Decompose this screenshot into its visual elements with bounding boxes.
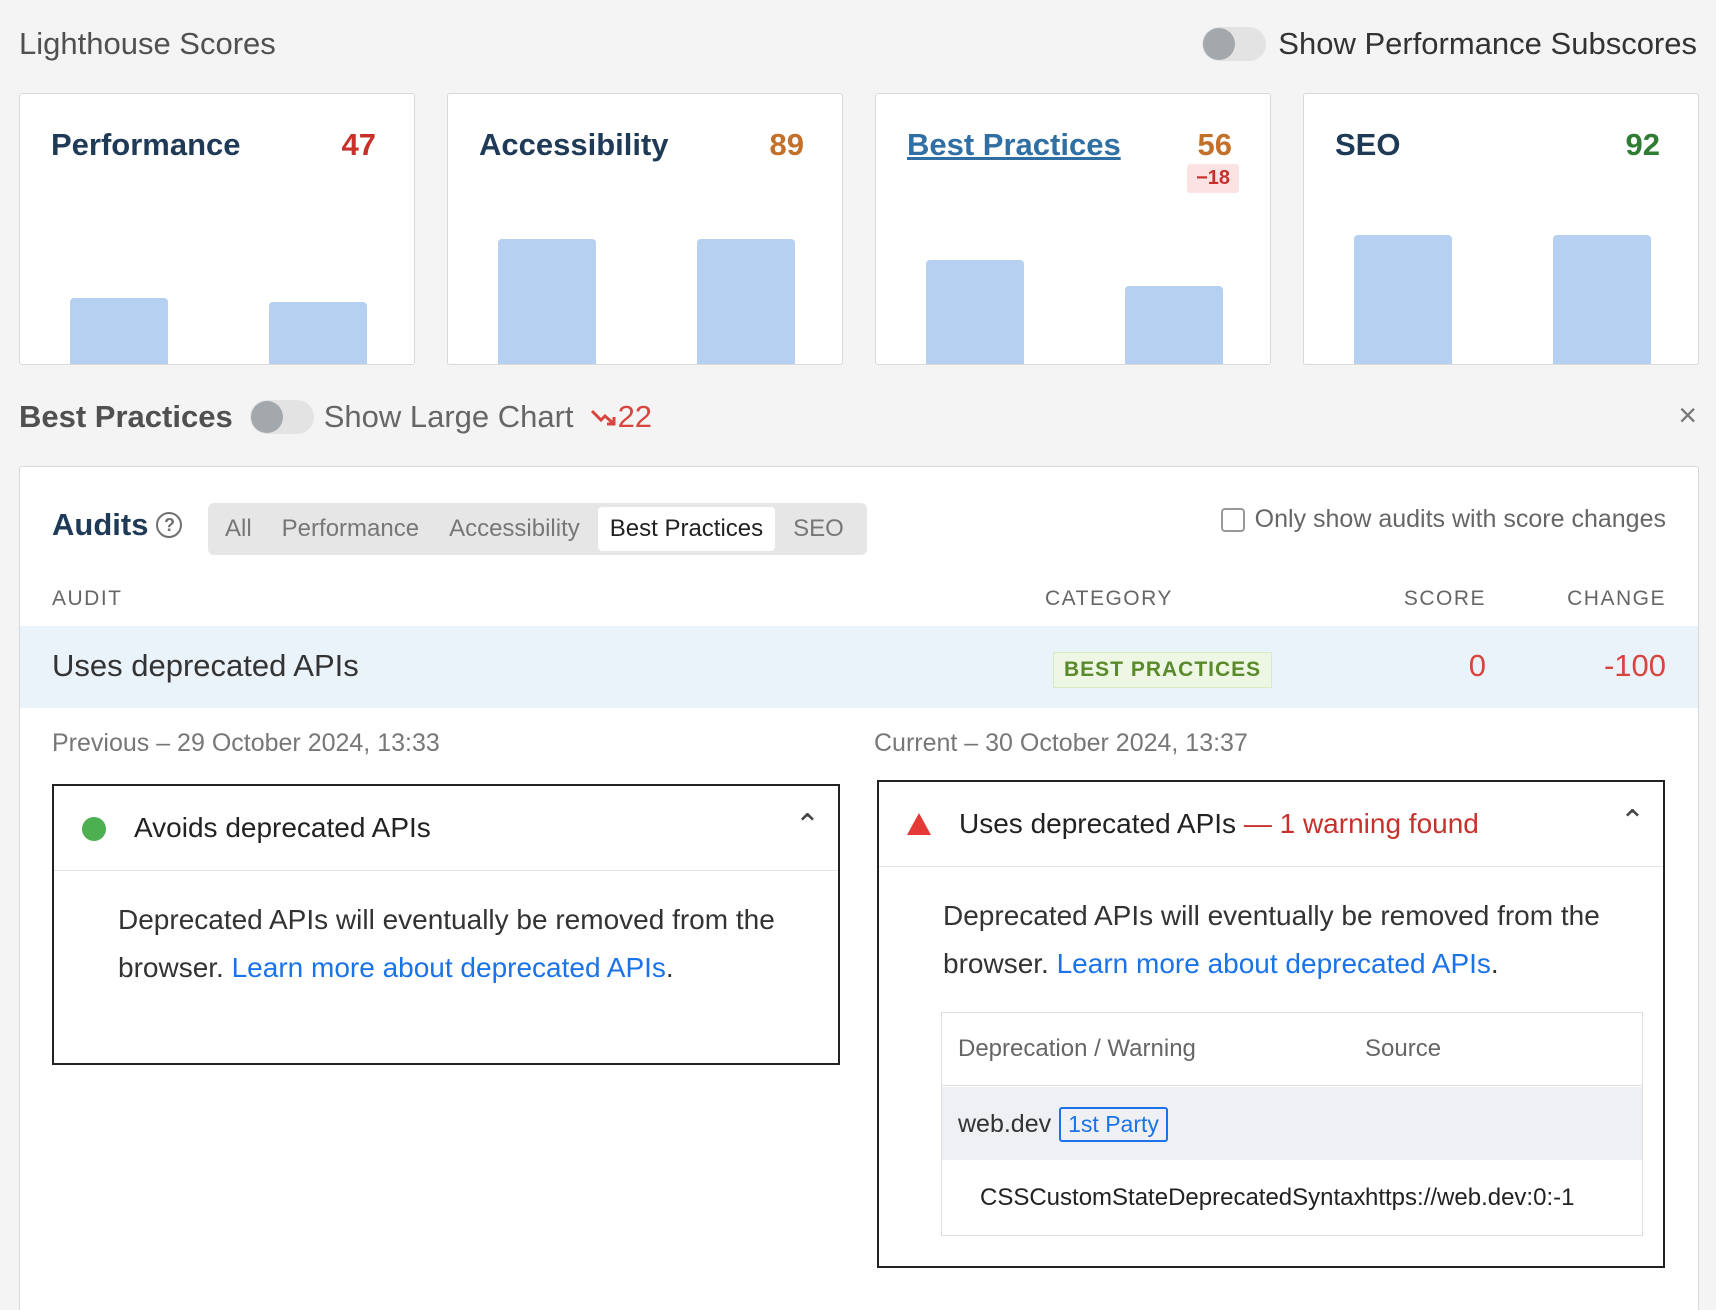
previous-result-header[interactable]: Avoids deprecated APIs ⌃ [54,786,838,871]
tab-accessibility[interactable]: Accessibility [449,515,580,542]
entity-name: web.dev [958,1110,1052,1138]
column-source: Source [1365,1035,1442,1062]
card-score: 89 [769,127,804,162]
deprecation-name: CSSCustomStateDeprecatedSyntax [980,1184,1366,1211]
card-title: Accessibility [479,127,669,162]
subscores-toggle-group[interactable]: Show Performance Subscores [1202,26,1697,62]
tab-seo[interactable]: SEO [793,515,844,542]
best-practices-section-header: Best Practices Show Large Chart 22 × [19,393,1697,441]
score-bar [926,260,1024,364]
large-chart-toggle[interactable] [249,400,314,434]
card-performance[interactable]: Performance 47 [19,93,415,365]
page-title: Lighthouse Scores [19,26,276,61]
tab-all[interactable]: All [225,515,252,542]
score-cards: Performance 47 Accessibility 89 Best Pra… [19,93,1699,365]
table-row[interactable]: Uses deprecated APIs BEST PRACTICES 0 -1… [20,626,1698,708]
chevron-up-icon[interactable]: ⌃ [1619,805,1645,838]
description-text: Deprecated APIs will eventually be remov… [943,900,1600,979]
warning-triangle-icon [907,813,931,835]
score-delta-badge: −18 [1187,164,1239,193]
section-title: Best Practices [19,399,233,434]
entity-name-wrap: web.dev 1st Party [958,1107,1168,1142]
card-title-link[interactable]: Best Practices [907,127,1121,162]
previous-result-title: Avoids deprecated APIs [134,812,431,843]
chevron-up-icon[interactable]: ⌃ [794,809,820,842]
subscores-toggle[interactable] [1202,27,1267,61]
toggle-knob [250,401,283,433]
table-row: CSSCustomStateDeprecatedSyntax https://w… [942,1160,1642,1235]
card-best-practices[interactable]: Best Practices 56 −18 [875,93,1271,365]
deprecation-table: Deprecation / Warning Source web.dev 1st … [941,1012,1643,1236]
learn-more-link[interactable]: Learn more about deprecated APIs [1056,948,1491,979]
description-period: . [1490,948,1499,979]
deprecation-source[interactable]: https://web.dev:0:-1 [1365,1184,1575,1211]
card-score: 92 [1625,127,1660,162]
card-title: SEO [1335,127,1401,162]
card-accessibility[interactable]: Accessibility 89 [447,93,843,365]
column-category: CATEGORY [1045,587,1173,610]
audits-heading: Audits ? [52,507,183,543]
score-changes-filter[interactable]: Only show audits with score changes [1220,505,1666,534]
column-change: CHANGE [1567,587,1666,610]
description-period: . [665,952,674,983]
category-badge: BEST PRACTICES [1053,652,1273,688]
score-bar [498,239,596,364]
score-bar [697,239,795,364]
audits-table-header: AUDIT CATEGORY SCORE CHANGE [20,587,1698,623]
card-title: Performance [51,127,241,162]
large-chart-label[interactable]: Show Large Chart [323,399,574,434]
warning-count: — 1 warning found [1236,808,1479,839]
previous-result-box: Avoids deprecated APIs ⌃ Deprecated APIs… [52,784,840,1065]
score-bar [1125,286,1223,364]
first-party-badge: 1st Party [1059,1107,1168,1142]
toggle-knob [1203,28,1236,60]
learn-more-link[interactable]: Learn more about deprecated APIs [231,952,666,983]
current-title-text: Uses deprecated APIs [959,808,1237,839]
column-score: SCORE [1403,587,1486,610]
previous-description: Deprecated APIs will eventually be remov… [118,896,808,992]
audits-title: Audits [52,507,149,542]
trend-indicator: 22 [590,399,652,435]
tab-performance[interactable]: Performance [281,515,420,542]
deprecation-table-header: Deprecation / Warning Source [942,1013,1642,1086]
current-description: Deprecated APIs will eventually be remov… [943,892,1633,988]
audits-panel: Audits ? All Performance Accessibility B… [19,466,1699,1310]
description-text: Deprecated APIs will eventually be remov… [118,904,775,983]
lighthouse-scores-header: Lighthouse Scores Show Performance Subsc… [19,22,1697,66]
entity-group-row: web.dev 1st Party [942,1087,1642,1160]
audit-score: 0 [1468,648,1486,683]
current-result-title: Uses deprecated APIs — 1 warning found [959,808,1479,840]
previous-timestamp: Previous – 29 October 2024, 13:33 [52,729,440,757]
card-seo[interactable]: SEO 92 [1303,93,1699,365]
trend-down-icon [590,409,616,426]
tab-best-practices[interactable]: Best Practices [597,507,776,551]
subscores-toggle-label[interactable]: Show Performance Subscores [1278,26,1697,61]
score-bar [1354,235,1452,364]
category-tabs: All Performance Accessibility Best Pract… [208,503,867,555]
current-result-header[interactable]: Uses deprecated APIs — 1 warning found ⌃ [879,782,1663,867]
pass-icon [82,817,106,841]
score-bar [269,302,367,364]
score-bar [70,298,168,364]
card-score: 56 [1197,127,1232,162]
audit-name: Uses deprecated APIs [52,648,359,683]
score-changes-checkbox[interactable] [1220,507,1245,532]
card-score: 47 [341,127,376,162]
help-icon[interactable]: ? [156,512,183,538]
trend-value: 22 [617,399,653,434]
audit-change: -100 [1603,648,1666,683]
score-bar [1553,235,1651,364]
current-result-box: Uses deprecated APIs — 1 warning found ⌃… [877,780,1665,1268]
score-changes-label[interactable]: Only show audits with score changes [1254,505,1666,533]
column-audit: AUDIT [52,587,123,610]
current-timestamp: Current – 30 October 2024, 13:37 [874,729,1248,757]
close-icon[interactable]: × [1678,397,1697,433]
column-deprecation-warning: Deprecation / Warning [958,1035,1196,1062]
